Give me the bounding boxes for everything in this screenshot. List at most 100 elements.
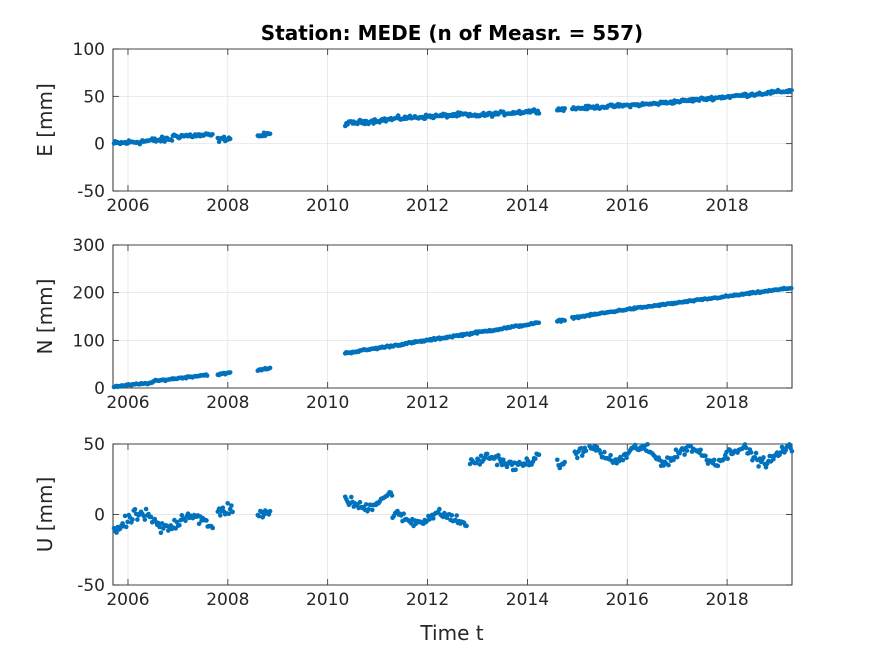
data-point [227, 370, 233, 375]
data-point [114, 530, 119, 535]
data-point [789, 285, 794, 291]
data-point [748, 450, 754, 455]
data-point [261, 512, 267, 517]
data-point [583, 448, 589, 454]
x-tick-label: 2018 [705, 393, 748, 413]
data-series [111, 442, 795, 536]
data-point [389, 493, 395, 498]
y-tick-label: 100 [73, 331, 105, 351]
data-point [210, 132, 215, 137]
data-point [156, 520, 161, 526]
x-tick-label: 2010 [306, 590, 349, 610]
y-tick-label: -50 [77, 576, 105, 596]
data-point [562, 106, 567, 111]
data-point [357, 499, 363, 505]
y-tick-label: 0 [94, 379, 105, 399]
y-tick-label: 50 [83, 435, 105, 455]
data-point [698, 447, 703, 453]
data-point [267, 508, 273, 514]
data-point [218, 513, 223, 518]
data-point [608, 452, 613, 458]
x-tick-label: 2006 [106, 196, 149, 216]
data-point [227, 136, 233, 142]
data-point [484, 451, 490, 457]
x-tick-label: 2018 [705, 196, 748, 216]
data-point [256, 513, 262, 519]
data-point [366, 507, 371, 512]
data-point [174, 519, 180, 525]
x-tick-label: 2010 [306, 393, 349, 413]
x-tick-label: 2016 [606, 393, 649, 413]
data-point [579, 453, 585, 458]
data-point [562, 459, 567, 465]
y-axis-label: U [mm] [33, 477, 57, 553]
data-point [711, 457, 717, 463]
y-tick-label: 0 [94, 506, 105, 526]
data-point [476, 457, 481, 463]
data-point [645, 442, 650, 447]
data-series [111, 87, 794, 147]
data-point [494, 462, 500, 468]
data-point [575, 455, 580, 461]
data-point [536, 452, 542, 458]
x-tick-label: 2018 [705, 590, 748, 610]
data-point [578, 445, 584, 451]
data-point [467, 461, 473, 467]
data-point [142, 517, 148, 522]
data-point [478, 453, 484, 459]
data-point [473, 460, 479, 466]
panels: 2006 2008 2010 2012 2014 2016 2018 -50 0 50 100 E [… [33, 40, 795, 610]
data-point [169, 138, 175, 143]
data-point [196, 521, 202, 527]
data-point [620, 457, 626, 463]
data-point [229, 503, 234, 508]
data-point [703, 453, 708, 459]
x-tick-label: 2016 [606, 590, 649, 610]
data-point [226, 511, 232, 517]
data-point [449, 513, 455, 518]
data-point [778, 450, 784, 455]
data-point [267, 131, 273, 137]
data-point [132, 507, 138, 512]
y-tick-label: 200 [73, 284, 105, 304]
data-point [454, 513, 460, 518]
data-point [148, 514, 154, 520]
data-point [666, 462, 671, 468]
y-axis-label: N [mm] [33, 279, 57, 355]
x-tick-label: 2008 [206, 196, 249, 216]
x-tick-label: 2014 [506, 393, 549, 413]
x-tick-label: 2012 [406, 196, 449, 216]
plot-frame [112, 48, 793, 192]
data-point [177, 523, 182, 528]
x-tick-label: 2006 [106, 590, 149, 610]
x-tick-label: 2006 [106, 393, 149, 413]
data-point [536, 111, 542, 116]
x-tick-label: 2010 [306, 196, 349, 216]
data-point [787, 442, 792, 447]
data-point [743, 445, 749, 451]
x-axis-label: Time t [419, 621, 483, 645]
data-point [124, 524, 129, 530]
plot-area [112, 48, 793, 192]
data-point [682, 452, 687, 457]
data-point [533, 456, 538, 462]
y-tick-label: 50 [83, 87, 105, 107]
data-point [349, 494, 354, 500]
data-point [125, 519, 130, 525]
plot-area [112, 244, 793, 389]
data-point [179, 513, 185, 518]
data-point [204, 373, 210, 378]
x-tick-label: 2014 [506, 196, 549, 216]
data-point [225, 501, 230, 506]
data-point [789, 448, 795, 454]
data-point [598, 451, 603, 456]
panel-2: 2006 2008 2010 2012 2014 2016 2018 0 100 200 300 N … [33, 236, 794, 413]
data-point [496, 453, 501, 458]
data-point [130, 517, 135, 522]
data-point [513, 467, 518, 473]
data-point [166, 528, 171, 533]
data-point [523, 462, 528, 467]
data-point [562, 318, 567, 323]
y-tick-label: -50 [77, 182, 105, 202]
data-point [536, 320, 542, 326]
